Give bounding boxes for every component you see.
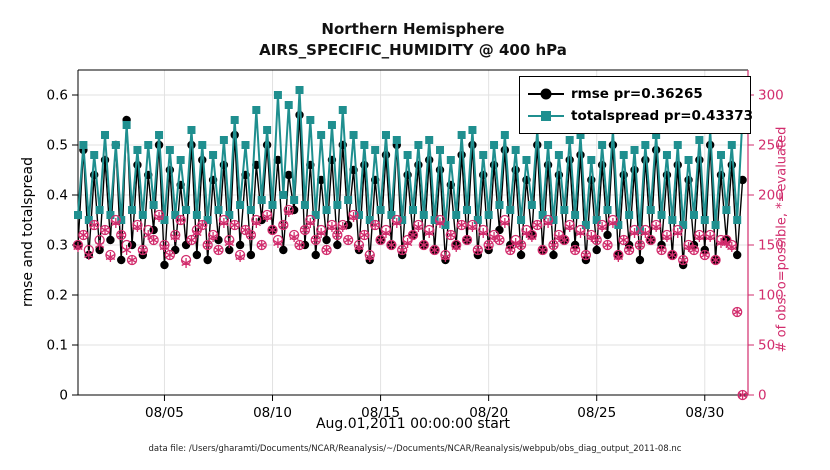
chart-title-line1: Northern Hemisphere [321,20,505,38]
legend-entry-rmse: rmse pr=0.36265 [528,86,742,102]
legend-label-totalspread: totalspread pr=0.43373 [571,108,754,125]
totalspread-line-marker-sample [528,109,564,123]
rmse-circle-marker-icon [540,88,552,100]
svg-text:08/05: 08/05 [145,405,184,421]
svg-text:300: 300 [758,88,784,104]
svg-text:0.5: 0.5 [47,138,68,154]
left-axis-label: rmse and totalspread [20,157,36,308]
svg-text:0.2: 0.2 [47,288,68,304]
svg-text:08/15: 08/15 [361,405,400,421]
svg-text:0: 0 [59,388,68,404]
svg-text:08/30: 08/30 [685,405,724,421]
svg-text:50: 50 [758,338,775,354]
legend-entry-totalspread: totalspread pr=0.43373 [528,108,753,124]
legend: rmse pr=0.36265 totalspread pr=0.43373 [519,76,753,134]
svg-text:0: 0 [758,388,767,404]
svg-text:08/10: 08/10 [253,405,292,421]
svg-text:08/20: 08/20 [469,405,508,421]
svg-text:150: 150 [758,238,784,254]
totalspread-square-marker-icon [541,111,551,122]
svg-text:250: 250 [758,138,784,154]
x-axis-label: Aug.01,2011 00:00:00 start [315,416,511,432]
svg-text:0.3: 0.3 [47,238,68,254]
svg-text:100: 100 [758,288,784,304]
svg-text:0.1: 0.1 [47,338,68,354]
svg-text:200: 200 [758,188,784,204]
svg-text:0.6: 0.6 [47,88,68,104]
data-file-caption: data file: /Users/gharamti/Documents/NCA… [148,444,682,454]
right-axis-label: # of obs: o=possible, *=evaluated [774,126,790,353]
rmse-line-marker-sample [528,87,564,101]
legend-label-rmse: rmse pr=0.36265 [571,85,703,102]
svg-text:0.4: 0.4 [47,188,68,204]
chart-title-line2: AIRS_SPECIFIC_HUMIDITY @ 400 hPa [259,41,567,59]
svg-text:08/25: 08/25 [577,405,616,421]
